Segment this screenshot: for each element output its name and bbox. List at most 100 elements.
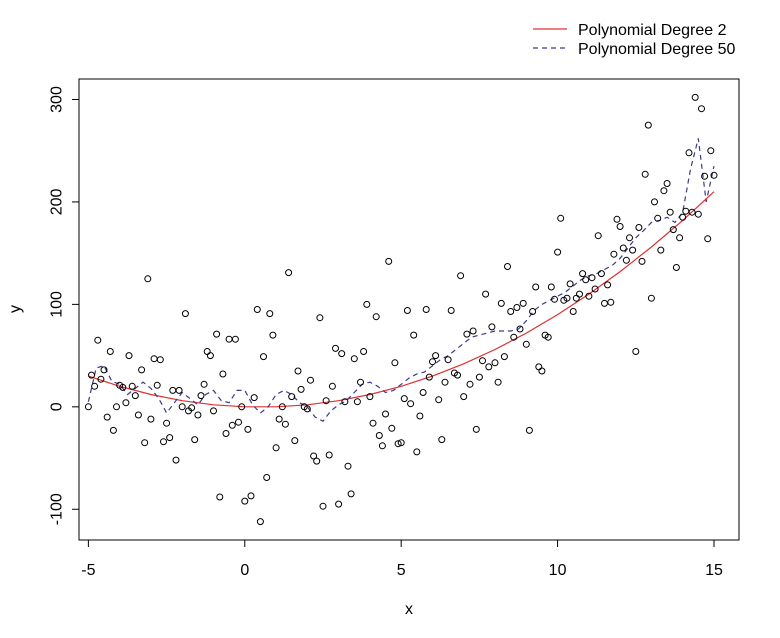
scatter-point [676,234,684,242]
scatter-point [166,434,174,442]
scatter-point [425,373,433,381]
scatter-point [260,353,267,361]
scatter-point [103,413,111,421]
scatter-point [660,187,668,195]
scatter-point [91,382,99,390]
scatter-point [297,385,305,393]
scatter-point [641,170,649,178]
scatter-point [210,407,217,415]
data-points [84,93,718,526]
scatter-point [213,330,221,338]
scatter-point [163,419,171,427]
scatter-point [663,180,671,187]
scatter-point [160,438,167,446]
scatter-point [316,314,324,322]
scatter-point [366,393,374,401]
scatter-point [175,386,183,394]
scatter-point [275,415,283,423]
scatter-point [569,308,577,315]
scatter-point [250,394,258,402]
scatter-point [607,298,615,306]
legend-label-degree-50: Polynomial Degree 50 [578,41,736,58]
scatter-point [466,380,474,388]
scatter-point [231,335,239,343]
scatter-point [654,214,662,222]
scatter-point [475,373,483,381]
scatter-point [241,497,249,505]
scatter-point [219,370,227,378]
scatter-point [438,436,446,444]
scatter-point [410,331,418,339]
scatter-point [710,171,718,179]
scatter-point [497,299,505,307]
scatter-point [647,294,655,302]
scatter-point [444,356,452,364]
scatter-point [698,105,705,113]
scatter-point [141,439,149,447]
scatter-point [360,348,368,355]
scatter-point [294,367,302,375]
scatter-point [131,392,139,400]
scatter-point [335,500,343,508]
scatter-point [203,348,211,355]
scatter-point [225,335,233,343]
scatter-point [285,269,293,277]
scatter-point [169,386,177,394]
scatter-point [682,207,690,215]
fitted-lines [87,138,715,422]
scatter-point [504,263,511,270]
scatter-point [610,250,618,258]
x-tick-label: 5 [397,562,406,579]
scatter-point [519,299,527,307]
scatter-point [582,276,590,284]
scatter-point [313,457,321,465]
scatter-point [278,403,286,411]
scatter-point [191,436,199,444]
scatter-point [353,398,361,406]
scatter-point [288,393,296,401]
scatter-point [482,290,490,298]
scatter-point [416,412,424,420]
scatter-point [109,426,117,434]
scatter-point [554,248,562,256]
scatter-point [397,439,405,447]
scatter-point [113,403,120,411]
scatter-point [178,403,186,411]
legend: Polynomial Degree 2 Polynomial Degree 50 [533,22,736,58]
scatter-point [263,474,271,481]
scatter-point [622,256,630,264]
scatter-point [153,381,161,389]
scatter-point [601,299,608,307]
y-tick-label: 200 [49,188,66,215]
scatter-point [332,344,339,352]
scatter-point [338,350,346,358]
scatter-point [604,281,612,289]
scatter-point [522,340,530,348]
scatter-point [538,367,546,375]
scatter-point [566,280,574,288]
scatter-point [563,294,571,302]
scatter-point [588,274,596,282]
scatter-point [235,418,242,426]
x-tick-label: 0 [240,562,249,579]
scatter-point [688,208,696,216]
scatter-point [375,432,383,439]
scatter-point [616,223,624,230]
scatter-point [172,456,180,464]
scatter-point [672,264,680,271]
scatter-point [357,378,364,386]
scatter-point [510,333,518,341]
scatter-point [341,398,349,406]
scatter-point [200,380,208,388]
scatter-point [147,415,155,423]
scatter-point [460,393,468,401]
scatter-point [319,502,327,510]
scatter-point [281,420,289,428]
scatter-point [432,352,440,360]
y-tick-label: -100 [49,493,66,525]
scatter-point [197,392,205,400]
scatter-point [403,307,411,314]
scatter-point [382,410,389,418]
scatter-point [372,313,380,321]
scatter-point [391,359,399,367]
